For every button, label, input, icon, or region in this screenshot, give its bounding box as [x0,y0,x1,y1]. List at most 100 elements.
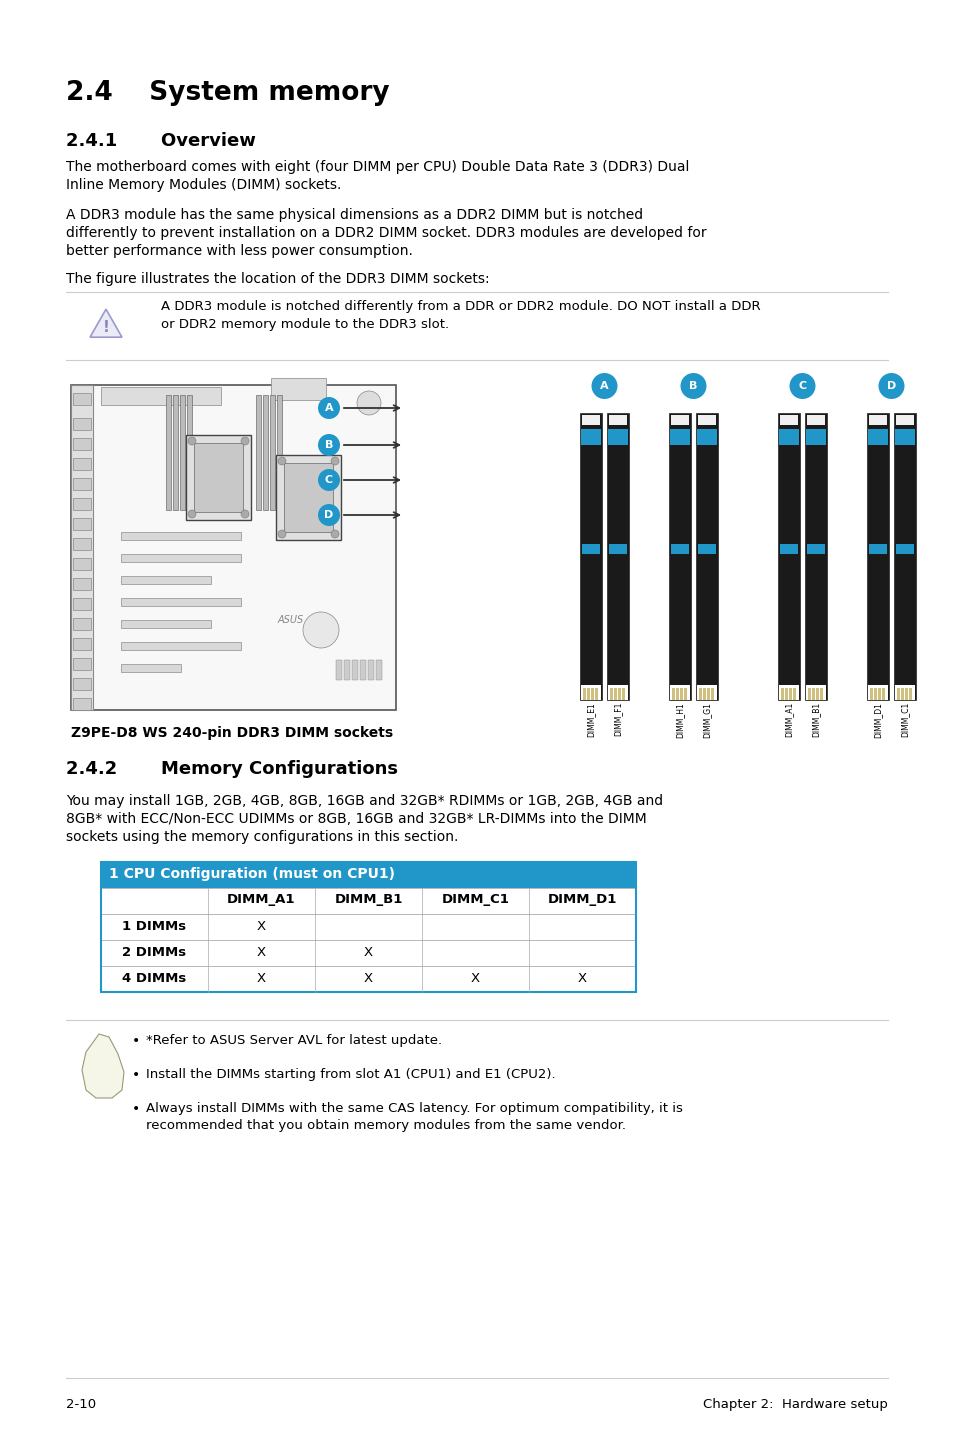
Bar [121,598,241,605]
Text: better performance with less power consumption.: better performance with less power consu… [66,244,413,257]
Circle shape [591,372,617,398]
Bar [73,677,91,690]
Text: 2.4    System memory: 2.4 System memory [66,81,389,106]
Bar [121,532,241,541]
Circle shape [356,391,380,416]
Bar [699,687,701,700]
Bar [710,687,713,700]
Bar [896,687,899,700]
Bar [101,861,636,889]
Polygon shape [90,309,122,336]
Bar [193,443,243,512]
Bar [671,687,675,700]
Bar [807,687,810,700]
Text: C: C [325,475,333,485]
Text: X: X [363,946,373,959]
Text: 8GB* with ECC/Non-ECC UDIMMs or 8GB, 16GB and 32GB* LR-DIMMs into the DIMM: 8GB* with ECC/Non-ECC UDIMMs or 8GB, 16G… [66,812,646,825]
Text: D: D [324,510,334,521]
Bar [73,638,91,650]
Circle shape [241,510,249,518]
Bar [73,439,91,450]
Bar [73,697,91,710]
Bar [679,687,682,700]
Bar [359,660,366,680]
Bar [73,598,91,610]
Bar [894,429,914,444]
Bar [706,687,709,700]
Circle shape [317,469,339,490]
Bar [609,687,613,700]
Bar [780,416,797,426]
Text: The motherboard comes with eight (four DIMM per CPU) Double Data Rate 3 (DDR3) D: The motherboard comes with eight (four D… [66,160,689,174]
Text: •: • [132,1034,140,1048]
Text: 2.4.2       Memory Configurations: 2.4.2 Memory Configurations [66,761,397,778]
Bar [805,429,825,444]
Circle shape [188,510,195,518]
Text: DIMM_A1: DIMM_A1 [783,702,793,738]
Bar [904,687,907,700]
Bar [607,684,627,700]
Bar [121,664,181,672]
Bar [101,940,636,966]
Bar [73,457,91,470]
Circle shape [331,457,338,464]
Bar [608,544,626,554]
Bar [866,413,888,700]
Bar [186,436,251,521]
Text: The figure illustrates the location of the DDR3 DIMM sockets:: The figure illustrates the location of t… [66,272,489,286]
Bar [73,393,91,406]
Text: X: X [256,919,266,932]
Bar [73,498,91,510]
Circle shape [679,372,706,398]
Bar [670,544,688,554]
Bar [697,684,717,700]
Bar [586,687,589,700]
Bar [882,687,884,700]
Text: sockets using the memory configurations in this section.: sockets using the memory configurations … [66,830,457,844]
Bar [71,385,92,710]
Bar [101,861,636,992]
Bar [895,544,913,554]
Bar [806,416,824,426]
Text: X: X [256,946,266,959]
Text: 2.4.1       Overview: 2.4.1 Overview [66,132,255,150]
Bar [608,416,626,426]
Circle shape [188,437,195,444]
Circle shape [331,531,338,538]
Bar [908,687,911,700]
Bar [73,618,91,630]
Circle shape [277,531,286,538]
Bar [804,413,826,700]
Bar [805,684,825,700]
Bar [276,395,282,510]
Bar [792,687,795,700]
Text: Install the DIMMs starting from slot A1 (CPU1) and E1 (CPU2).: Install the DIMMs starting from slot A1 … [146,1068,555,1081]
Bar [893,413,915,700]
Text: DIMM_A1: DIMM_A1 [227,893,295,906]
Bar [180,395,185,510]
Text: or DDR2 memory module to the DDR3 slot.: or DDR2 memory module to the DDR3 slot. [161,318,449,331]
Bar [621,687,624,700]
Text: •: • [132,1068,140,1081]
Text: B: B [324,440,333,450]
Bar [275,454,340,541]
Bar [73,659,91,670]
Circle shape [317,397,339,418]
Text: B: B [689,381,697,391]
Bar [73,538,91,549]
Bar [868,544,886,554]
Bar [121,554,241,562]
Bar [779,429,799,444]
Bar [71,385,395,710]
Bar [698,416,716,426]
Text: DIMM_C1: DIMM_C1 [900,702,908,738]
Text: !: ! [103,321,110,335]
Bar [779,684,799,700]
Bar [698,544,716,554]
Bar [166,395,171,510]
Bar [696,413,718,700]
Bar [869,687,872,700]
Text: Always install DIMMs with the same CAS latency. For optimum compatibility, it is: Always install DIMMs with the same CAS l… [146,1102,682,1114]
Circle shape [277,457,286,464]
Text: Z9PE-D8 WS 240-pin DDR3 DIMM sockets: Z9PE-D8 WS 240-pin DDR3 DIMM sockets [71,726,393,741]
